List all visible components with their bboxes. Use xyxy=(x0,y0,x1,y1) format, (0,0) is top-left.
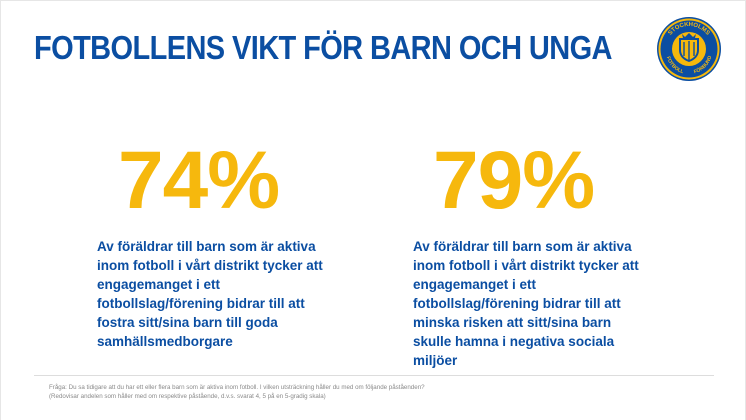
crest-icon xyxy=(679,33,699,62)
footnote-question: Fråga: Du sa tidigare att du har ett ell… xyxy=(49,384,425,391)
footer-divider xyxy=(34,375,714,376)
stat-description-right: Av föräldrar till barn som är aktiva ino… xyxy=(413,239,639,368)
footnote: Fråga: Du sa tidigare att du har ett ell… xyxy=(49,383,689,401)
slide-border-top xyxy=(0,0,746,1)
stat-description-left: Av föräldrar till barn som är aktiva ino… xyxy=(97,239,323,349)
slide-border-left xyxy=(0,0,1,420)
stat-value-right: 79% xyxy=(433,135,595,226)
stat-value-left: 74% xyxy=(118,135,280,226)
slide-title: FOTBOLLENS VIKT FÖR BARN OCH UNGA xyxy=(34,30,613,67)
stockholms-fotbollforbund-logo: STOCKHOLMS FOTBOLL FÖRBUND xyxy=(657,17,721,81)
footnote-note: (Redovisar andelen som håller med om res… xyxy=(49,393,326,400)
